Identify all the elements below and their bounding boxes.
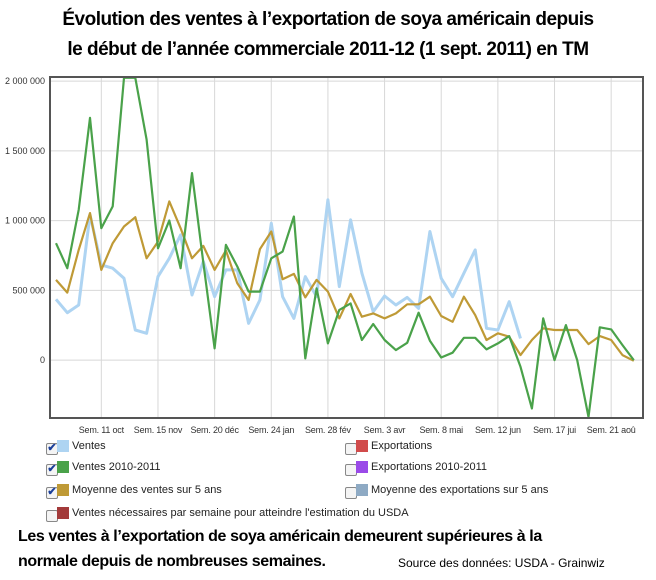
legend-swatch xyxy=(356,440,368,452)
caption-line1: Les ventes à l’exportation de soya améri… xyxy=(18,528,542,545)
legend-swatch xyxy=(57,484,69,496)
source-note: Source des données: USDA - Grainwiz xyxy=(398,556,605,570)
x-tick-label: Sem. 20 déc xyxy=(190,425,239,435)
chart-title-line2: le début de l’année commerciale 2011-12 … xyxy=(67,39,589,60)
series-line-ventes xyxy=(54,198,522,339)
x-tick-label: Sem. 24 jan xyxy=(248,425,294,435)
legend-label: Ventes xyxy=(72,440,106,452)
legend-label: Exportations 2010-2011 xyxy=(371,461,487,473)
x-tick-label: Sem. 15 nov xyxy=(134,425,183,435)
legend-swatch xyxy=(57,461,69,473)
x-tick-label: Sem. 3 avr xyxy=(364,425,406,435)
legend-swatch xyxy=(57,507,69,519)
caption-line2: normale depuis de nombreuses semaines. xyxy=(18,553,326,570)
y-tick-label: 500 000 xyxy=(12,285,45,295)
plot-frame xyxy=(49,76,644,419)
y-tick-label: 1 000 000 xyxy=(5,216,45,226)
legend-label: Ventes nécessaires par semaine pour atte… xyxy=(72,507,409,519)
x-tick-label: Sem. 11 oct xyxy=(79,425,125,435)
x-tick-label: Sem. 17 jui xyxy=(533,425,576,435)
x-tick-label: Sem. 12 jun xyxy=(475,425,521,435)
y-tick-label: 0 xyxy=(40,355,45,365)
legend-label: Moyenne des ventes sur 5 ans xyxy=(72,484,222,496)
legend-label: Ventes 2010-2011 xyxy=(72,461,161,473)
legend-label: Exportations xyxy=(371,440,433,452)
legend-swatch xyxy=(356,461,368,473)
legend-label: Moyenne des exportations sur 5 ans xyxy=(371,484,549,496)
series-line-ventes-2010-2011 xyxy=(54,77,635,418)
line-chart: 0 500 000 1 000 000 1 500 000 2 000 000 Sem. … xyxy=(5,76,644,435)
x-tick-label: Sem. 8 mai xyxy=(419,425,463,435)
y-tick-label: 2 000 000 xyxy=(5,76,45,86)
x-tick-label: Sem. 21 aoû xyxy=(587,425,636,435)
chart-title-line1: Évolution des ventes à l’exportation de … xyxy=(62,9,594,30)
legend-swatch xyxy=(356,484,368,496)
legend-swatch xyxy=(57,440,69,452)
y-tick-label: 1 500 000 xyxy=(5,146,45,156)
x-tick-label: Sem. 28 fév xyxy=(305,425,352,435)
